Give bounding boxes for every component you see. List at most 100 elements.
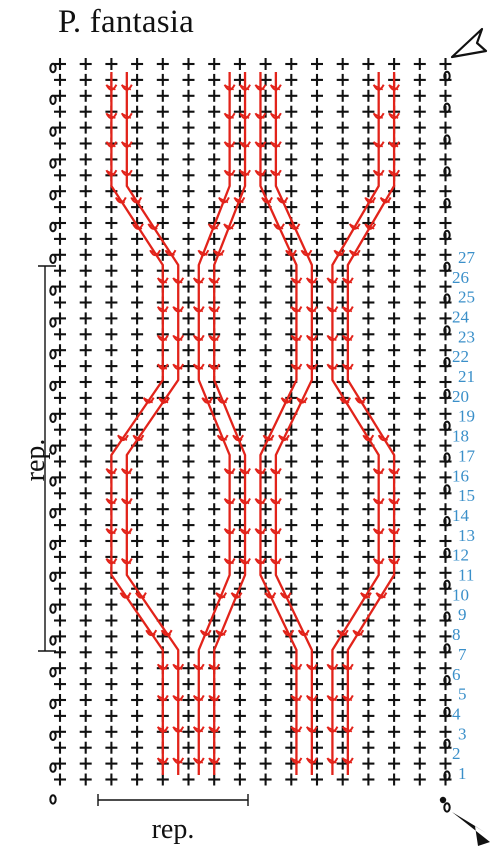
single-crochet-cross — [311, 153, 323, 166]
single-crochet-cross — [105, 630, 118, 643]
single-crochet-cross — [388, 694, 401, 706]
single-crochet-cross — [311, 407, 323, 420]
single-crochet-cross — [54, 662, 66, 675]
single-crochet-cross — [79, 662, 92, 675]
single-crochet-cross — [336, 217, 349, 229]
single-crochet-cross — [54, 344, 66, 357]
chain-oval — [49, 158, 57, 169]
single-crochet-cross — [233, 58, 246, 70]
single-crochet-cross — [182, 407, 195, 420]
single-crochet-cross — [182, 439, 195, 452]
single-crochet-cross — [388, 58, 401, 70]
chain-oval — [443, 579, 451, 590]
single-crochet-cross — [54, 487, 66, 500]
single-crochet-cross — [388, 248, 401, 261]
chain-oval — [443, 516, 451, 527]
single-crochet-cross — [208, 773, 221, 786]
single-crochet-cross — [388, 232, 401, 245]
single-crochet-cross — [413, 137, 426, 150]
single-crochet-cross — [285, 105, 298, 118]
single-crochet-cross — [131, 360, 144, 373]
single-crochet-cross — [79, 471, 92, 484]
single-crochet-cross — [105, 439, 118, 452]
single-crochet-cross — [233, 630, 246, 643]
single-crochet-cross — [131, 312, 144, 325]
row-number: 26 — [452, 268, 469, 287]
single-crochet-cross — [413, 344, 426, 357]
single-crochet-cross — [439, 344, 452, 357]
single-crochet-cross — [182, 328, 195, 341]
single-crochet-cross — [311, 487, 323, 500]
single-crochet-cross — [285, 471, 298, 484]
single-crochet-cross — [413, 630, 426, 643]
single-crochet-cross — [131, 471, 144, 484]
row-number: 1 — [458, 764, 467, 783]
single-crochet-cross — [79, 598, 92, 611]
single-crochet-cross — [79, 201, 92, 214]
row-number: 17 — [458, 446, 476, 465]
single-crochet-cross — [79, 391, 92, 404]
single-crochet-cross — [285, 153, 298, 166]
single-crochet-cross — [208, 503, 221, 516]
single-crochet-cross — [156, 471, 169, 484]
single-crochet-cross — [362, 487, 375, 500]
single-crochet-cross — [413, 153, 426, 166]
single-crochet-cross — [285, 137, 298, 150]
single-crochet-cross — [131, 232, 144, 245]
single-crochet-cross — [54, 598, 66, 611]
single-crochet-cross — [311, 376, 323, 388]
cable-strand — [197, 72, 231, 775]
chain-oval — [443, 325, 451, 336]
single-crochet-cross — [285, 582, 298, 595]
single-crochet-cross — [336, 519, 349, 532]
single-crochet-cross — [182, 137, 195, 150]
single-crochet-cross — [182, 169, 195, 182]
single-crochet-cross — [311, 439, 323, 452]
single-crochet-cross — [285, 201, 298, 214]
single-crochet-cross — [362, 535, 375, 547]
single-crochet-cross — [131, 153, 144, 166]
cable-strand — [274, 72, 314, 775]
single-crochet-cross — [79, 185, 92, 198]
row-number: 16 — [452, 466, 469, 485]
single-crochet-cross — [156, 137, 169, 150]
single-crochet-cross — [259, 312, 272, 325]
single-crochet-cross — [156, 773, 169, 786]
single-crochet-cross — [54, 58, 66, 70]
single-crochet-cross — [131, 662, 144, 675]
single-crochet-cross — [79, 217, 92, 229]
single-crochet-cross — [336, 423, 349, 436]
single-crochet-cross — [413, 519, 426, 532]
single-crochet-cross — [439, 185, 452, 198]
row-number: 21 — [458, 367, 475, 386]
single-crochet-cross — [54, 153, 66, 166]
single-crochet-cross — [156, 519, 169, 532]
single-crochet-cross — [233, 773, 246, 786]
single-crochet-cross — [54, 121, 66, 134]
single-crochet-cross — [413, 407, 426, 420]
single-crochet-cross — [79, 614, 92, 627]
single-crochet-cross — [131, 391, 144, 404]
single-crochet-cross — [311, 89, 323, 102]
single-crochet-cross — [54, 391, 66, 404]
single-crochet-cross — [233, 328, 246, 341]
single-crochet-cross — [362, 709, 375, 722]
row-number: 27 — [458, 248, 476, 267]
single-crochet-cross — [259, 407, 272, 420]
single-crochet-cross — [388, 344, 401, 357]
single-crochet-cross — [413, 614, 426, 627]
single-crochet-cross — [182, 455, 195, 468]
single-crochet-cross — [439, 280, 452, 293]
chain-oval — [443, 166, 451, 177]
chain-oval — [443, 452, 451, 463]
single-crochet-cross — [336, 169, 349, 182]
single-crochet-cross — [362, 328, 375, 341]
single-crochet-cross — [54, 169, 66, 182]
turning-chains — [49, 62, 451, 813]
single-crochet-cross — [362, 58, 375, 70]
single-crochet-cross — [362, 105, 375, 118]
single-crochet-cross — [259, 217, 272, 229]
single-crochet-cross — [182, 423, 195, 436]
chain-oval — [443, 547, 451, 559]
